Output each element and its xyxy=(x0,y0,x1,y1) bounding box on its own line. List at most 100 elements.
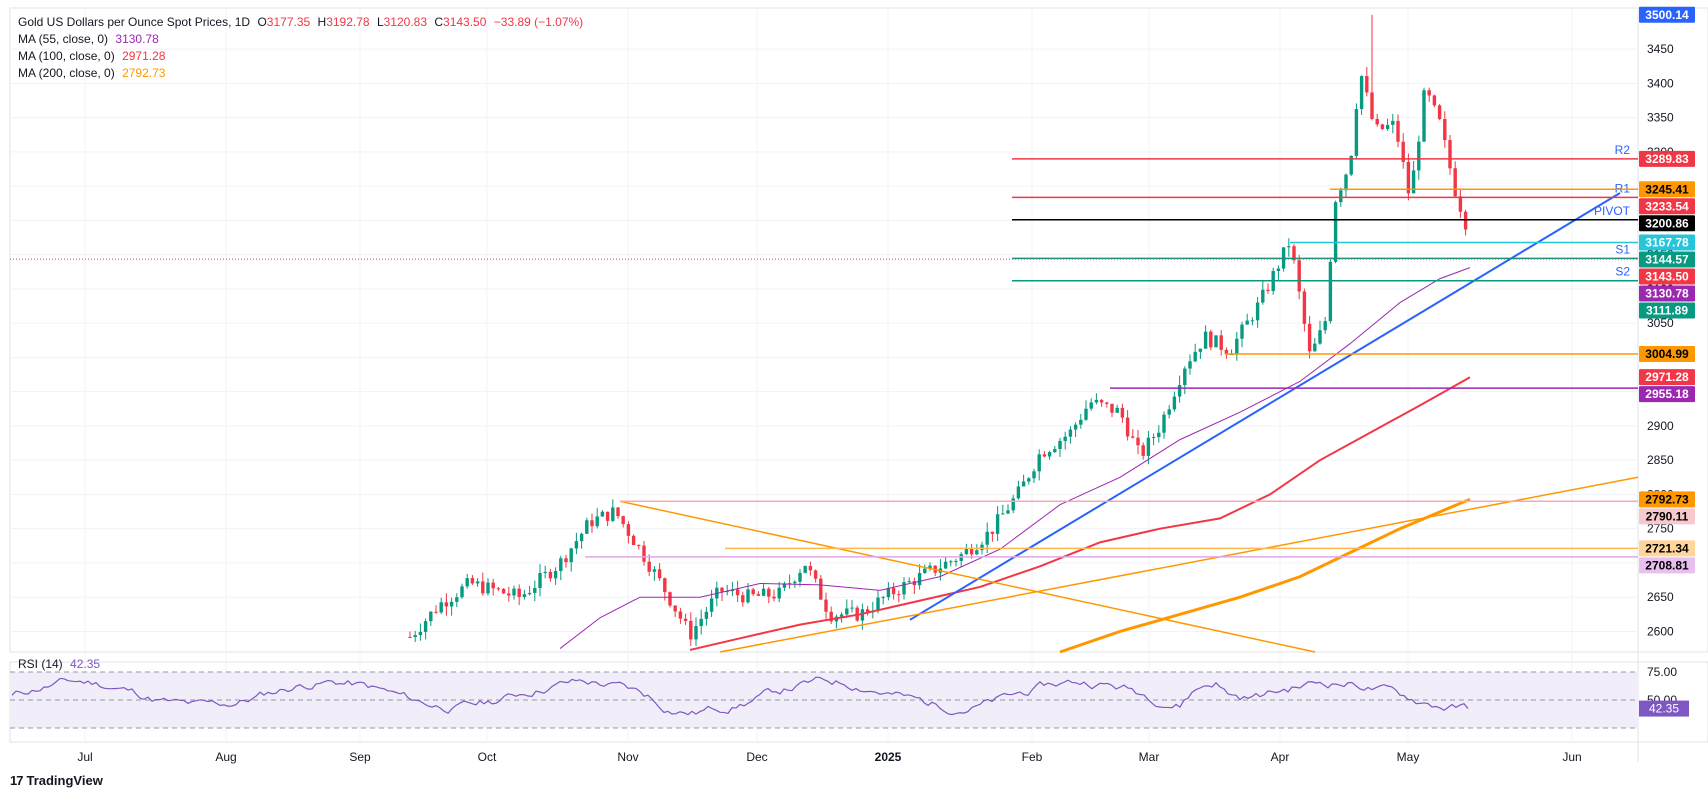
candle-body xyxy=(1359,76,1364,110)
candle-body xyxy=(1146,437,1151,456)
rsi-label: RSI (14) xyxy=(18,657,63,671)
candle-body xyxy=(1240,324,1244,339)
candle-body xyxy=(782,583,787,588)
candle-body xyxy=(1323,321,1327,331)
x-tick-label: Mar xyxy=(1139,750,1160,764)
price-label-bg xyxy=(1639,557,1695,574)
x-tick-label: 2025 xyxy=(875,750,902,764)
candle-body xyxy=(1193,351,1197,362)
candle-body xyxy=(595,516,599,527)
tradingview-branding[interactable]: 17 TradingView xyxy=(10,773,103,788)
candle-body xyxy=(470,578,475,584)
candle-body xyxy=(1411,170,1416,194)
candle-body xyxy=(1053,449,1057,453)
candle-body xyxy=(699,618,703,626)
candle-body xyxy=(902,582,906,595)
x-tick-label: Jun xyxy=(1562,750,1581,764)
candle-body xyxy=(486,582,490,594)
candle-body xyxy=(1001,513,1005,515)
candle-body xyxy=(735,589,740,596)
pivot-levels: R2 R1 PIVOT S1 S2 xyxy=(1012,143,1638,282)
candle-body xyxy=(761,588,766,596)
candle-body xyxy=(527,592,532,595)
candle-body xyxy=(574,541,579,549)
candle-body xyxy=(434,611,438,613)
candle-body xyxy=(1443,119,1447,141)
open-label: O xyxy=(257,15,267,29)
candle-body xyxy=(1307,323,1312,352)
price-label-bg xyxy=(1639,302,1695,319)
candle-body xyxy=(1333,202,1338,262)
candle-body xyxy=(741,595,745,603)
rsi-value-bg xyxy=(1639,700,1689,717)
rsi-value-text: 42.35 xyxy=(1649,702,1679,716)
y-tick-label: 3450 xyxy=(1647,42,1674,56)
candle-body xyxy=(767,588,771,597)
candle-body xyxy=(1292,246,1296,261)
candle-body xyxy=(455,597,459,602)
candle-body xyxy=(507,593,511,596)
candle-body xyxy=(1245,320,1249,325)
candle-body xyxy=(1297,260,1301,292)
x-tick-label: Aug xyxy=(215,750,236,764)
candle-body xyxy=(637,545,641,547)
x-axis: Jul Aug Sep Oct Nov Dec 2025 Feb Mar Apr May Jun xyxy=(77,8,1582,764)
ma100-value: 2971.28 xyxy=(122,49,166,63)
candle-body xyxy=(481,581,485,594)
candle-body xyxy=(423,621,428,632)
candle-body xyxy=(912,581,917,586)
candle-body xyxy=(501,588,506,594)
price-label-bg xyxy=(1639,198,1695,215)
trendline-orange-falling xyxy=(619,500,1316,653)
candle-body xyxy=(1391,120,1395,125)
ma55-value: 3130.78 xyxy=(115,32,159,46)
candle-body xyxy=(553,570,558,579)
candle-body xyxy=(449,601,454,607)
candle-body xyxy=(1380,124,1385,130)
candle-body xyxy=(1437,105,1442,120)
candle-body xyxy=(954,561,958,563)
candle-body xyxy=(1006,510,1010,514)
candle-body xyxy=(1401,141,1405,162)
candle-body xyxy=(1209,331,1213,348)
candle-body xyxy=(1172,396,1177,410)
candle-body xyxy=(1027,478,1031,482)
horizontal-levels xyxy=(585,188,1638,558)
candle-body xyxy=(876,597,880,611)
price-label-bg xyxy=(1639,386,1695,403)
candle-body xyxy=(1016,486,1021,499)
price-label-text: 3130.78 xyxy=(1645,286,1689,300)
candle-body xyxy=(1261,289,1265,303)
candle-body xyxy=(631,535,636,546)
candle-body xyxy=(964,548,969,555)
candle-body xyxy=(590,520,594,527)
candle-body xyxy=(444,602,449,607)
candle-body xyxy=(1365,76,1369,93)
candle-body xyxy=(928,565,932,569)
candle-body xyxy=(1073,424,1078,430)
trendline-orange-rising xyxy=(719,476,1639,653)
candle-body xyxy=(803,565,807,573)
ma200-label: MA (200, close, 0) xyxy=(18,66,115,80)
candle-body xyxy=(756,594,761,596)
candle-body xyxy=(1047,452,1052,457)
change-value: −33.89 (−1.07%) xyxy=(493,15,584,29)
candle-body xyxy=(891,587,896,595)
tradingview-name: TradingView xyxy=(26,773,103,788)
pivot-label: R1 xyxy=(1615,181,1631,195)
candle-body xyxy=(652,569,657,572)
candle-body xyxy=(1183,368,1187,386)
ma100-label: MA (100, close, 0) xyxy=(18,49,115,63)
candle-body xyxy=(1105,402,1109,404)
candle-body xyxy=(408,636,412,638)
price-label-bg xyxy=(1639,150,1695,167)
candle-body xyxy=(1266,289,1270,292)
candle-body xyxy=(600,511,605,517)
price-label-text: 3245.41 xyxy=(1645,182,1689,196)
ma200-row: MA (200, close, 0) 2792.73 xyxy=(18,65,583,82)
price-label-text: 2708.81 xyxy=(1645,558,1689,572)
candle-body xyxy=(1302,291,1307,324)
candle-body xyxy=(1177,385,1182,397)
